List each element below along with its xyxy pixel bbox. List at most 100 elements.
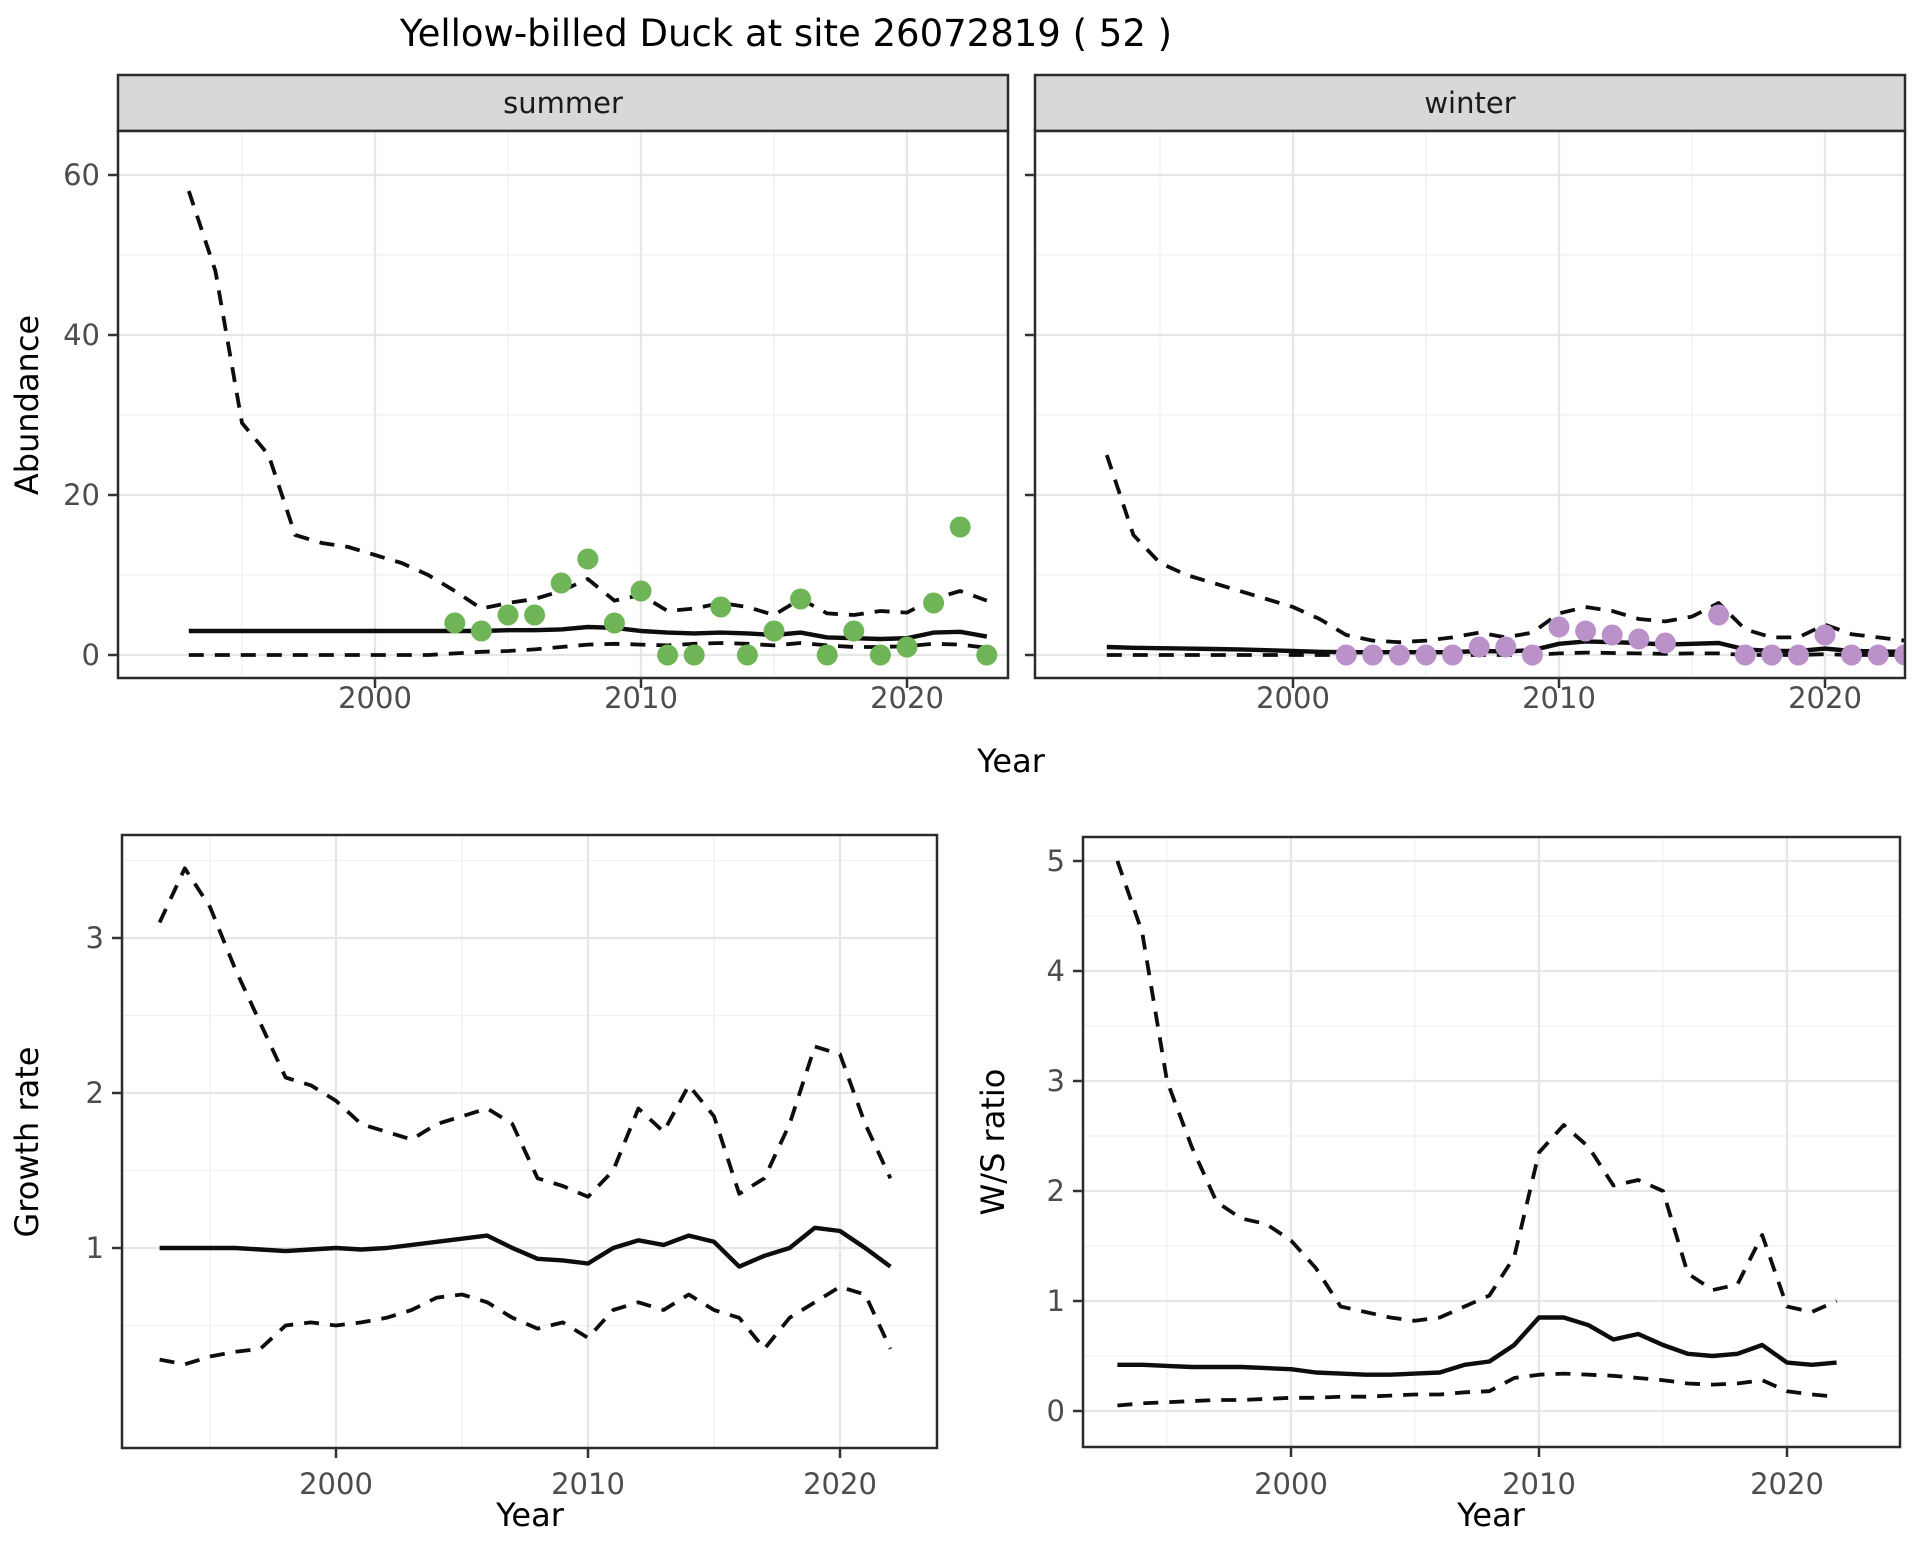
y-tick-label: 3 [86,921,104,955]
data-point [1601,624,1623,646]
data-point [949,516,971,538]
x-tick-label: 2000 [299,1467,373,1501]
y-tick-label: 2 [1047,1174,1065,1208]
series-upper_ci [157,866,893,1199]
data-point [790,588,812,610]
gridlines-major [1083,837,1900,1447]
y-axis-title-growth: Growth rate [8,1047,46,1238]
data-point [976,644,998,666]
axis-ticks: 2000 2010 2020 1 2 3 [86,921,877,1501]
data-point [1761,644,1783,666]
panel-abundance-winter: 2000 2010 2020 [1025,129,1907,715]
y-tick-label: 2 [86,1076,104,1110]
data-point [1734,644,1756,666]
summer-observations [444,516,998,666]
series-upper_ci [1115,860,1838,1323]
data-point [470,620,492,642]
x-tick-label: 2020 [1788,681,1862,715]
data-point [1654,632,1676,654]
panel-background [122,835,937,1448]
x-tick-label: 2010 [1502,1467,1576,1501]
series-median [159,1225,892,1269]
series-lower_ci [1117,1371,1837,1408]
gridlines-minor [1083,837,1900,1447]
winter-observations [1335,604,1905,666]
series-upper_ci [186,190,988,617]
y-tick-label: 0 [1047,1394,1065,1428]
gridlines-minor [1035,131,1905,678]
series-lines [1115,860,1838,1408]
data-point [497,604,519,626]
axis-ticks: 2000 2010 2020 [1025,173,1862,715]
data-point [1814,624,1836,646]
data-point [577,548,599,570]
data-point [1841,644,1863,666]
y-tick-label: 60 [63,158,100,192]
panel-abundance-summer: 2000 2010 2020 0 20 40 60 [63,129,1010,715]
data-point [657,644,679,666]
x-tick-label: 2020 [870,681,944,715]
data-point [1442,644,1464,666]
x-tick-label: 2000 [1254,1467,1328,1501]
axis-ticks: 2000 2010 2020 0 20 40 60 [63,158,944,715]
x-tick-label: 2020 [1750,1467,1824,1501]
panel-background [118,131,1008,678]
data-point [630,580,652,602]
chart-title: Yellow-billed Duck at site 26072819 ( 52… [399,12,1172,55]
y-tick-label: 1 [1047,1284,1065,1318]
data-point [816,644,838,666]
facet-strip-winter-label: winter [1424,86,1515,120]
x-tick-label: 2000 [1256,681,1330,715]
data-point [524,604,546,626]
data-point [843,620,865,642]
data-point [550,572,572,594]
series-lower_ci [188,641,988,657]
x-tick-label: 2010 [604,681,678,715]
gridlines-minor [118,131,1008,678]
gridlines-major [1035,131,1905,678]
data-point [1335,644,1357,666]
y-tick-label: 1 [86,1231,104,1265]
facet-strip-summer: summer [116,73,1010,133]
panel-ws-ratio: 2000 2010 2020 0 1 2 3 4 5 [1047,835,1902,1501]
data-point [683,644,705,666]
data-point [1495,636,1517,658]
data-point [1708,604,1730,626]
data-point [1894,644,1905,666]
data-point [923,592,945,614]
data-point [869,644,891,666]
x-tick-label: 2010 [1522,681,1596,715]
series-lines [157,866,893,1367]
data-point [1521,644,1543,666]
data-point [896,636,918,658]
y-tick-label: 5 [1047,844,1065,878]
y-tick-label: 3 [1047,1064,1065,1098]
facet-strip-summer-label: summer [503,86,623,120]
series-median [1117,1315,1837,1377]
x-tick-label: 2010 [551,1467,625,1501]
facet-strip-winter: winter [1033,73,1907,133]
x-axis-title-ws: Year [1456,1496,1526,1534]
panel-growth-rate: 2000 2010 2020 1 2 3 [86,833,939,1501]
panel-border [1033,129,1907,680]
data-point [603,612,625,634]
panel-background [1035,131,1905,678]
data-point [736,644,758,666]
data-point [1575,620,1597,642]
y-tick-label: 4 [1047,954,1065,988]
data-point [444,612,466,634]
y-tick-label: 0 [82,638,100,672]
data-point [710,596,732,618]
y-axis-title-abundance: Abundance [8,315,46,495]
x-axis-title-growth: Year [495,1496,565,1534]
axis-ticks: 2000 2010 2020 0 1 2 3 4 5 [1047,844,1824,1501]
x-axis-title-top: Year [976,742,1046,780]
y-tick-label: 40 [63,318,100,352]
x-tick-label: 2020 [803,1467,877,1501]
data-point [1388,644,1410,666]
data-point [1548,616,1570,638]
panel-border [120,833,939,1450]
data-point [1787,644,1809,666]
